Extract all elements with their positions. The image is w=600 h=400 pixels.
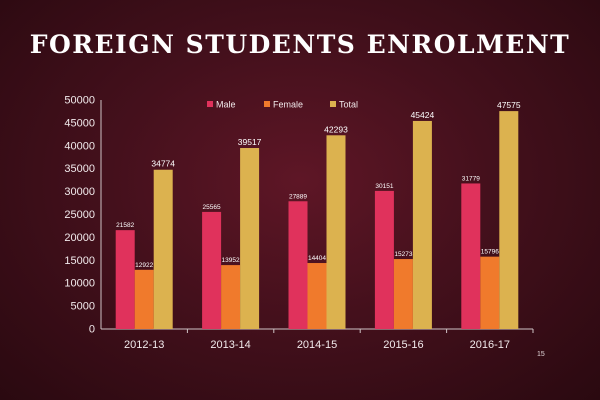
data-label: 34774 [151, 159, 175, 169]
x-tick-label: 2016-17 [470, 339, 510, 351]
data-label: 14404 [308, 255, 326, 262]
legend-swatch [207, 101, 213, 107]
x-tick-label: 2013-14 [210, 339, 250, 351]
bar-total [412, 120, 432, 330]
data-label: 25565 [203, 204, 221, 211]
data-label: 15273 [394, 251, 412, 258]
page-number: 15 [537, 351, 545, 358]
bar-female [221, 265, 241, 329]
data-label: 31779 [462, 175, 480, 182]
bar-male [461, 183, 481, 329]
data-label: 12922 [135, 262, 153, 269]
y-tick-label: 25000 [64, 209, 95, 221]
bar-male [374, 190, 394, 329]
bar-male [288, 201, 308, 329]
data-label: 39517 [238, 137, 262, 147]
legend-swatch [330, 101, 336, 107]
y-tick-label: 35000 [64, 163, 95, 175]
y-tick-label: 0 [89, 324, 95, 336]
data-label: 47575 [497, 100, 521, 110]
data-label: 15796 [481, 249, 499, 256]
data-label: 27889 [289, 193, 307, 200]
data-label: 30151 [375, 183, 393, 190]
legend-label: Male [216, 100, 236, 110]
x-tick-label: 2014-15 [297, 339, 337, 351]
y-tick-label: 40000 [64, 140, 95, 152]
bar-female [480, 256, 500, 329]
x-tick-label: 2015-16 [383, 339, 423, 351]
x-tick-label: 2012-13 [124, 339, 164, 351]
bar-total [153, 169, 173, 329]
y-tick-label: 5000 [71, 301, 95, 313]
bar-female [393, 259, 413, 329]
bar-male [202, 211, 222, 329]
y-tick-label: 20000 [64, 232, 95, 244]
legend-label: Female [273, 100, 303, 110]
data-label: 42293 [324, 124, 348, 134]
bar-total [326, 135, 346, 329]
y-tick-label: 45000 [64, 117, 95, 129]
bar-male [115, 230, 135, 329]
bar-total [240, 148, 260, 329]
bar-total [499, 111, 519, 329]
data-label: 45424 [411, 110, 435, 120]
legend-label: Total [339, 100, 358, 110]
bar-female [307, 263, 327, 329]
y-tick-label: 50000 [64, 95, 95, 107]
slide-title: FOREIGN STUDENTS ENROLMENT [29, 30, 571, 59]
bar-female [134, 269, 154, 329]
data-label: 13952 [222, 257, 240, 264]
data-label: 21582 [116, 222, 134, 229]
y-tick-label: 30000 [64, 186, 95, 198]
legend-swatch [264, 101, 270, 107]
y-tick-label: 10000 [64, 278, 95, 290]
y-tick-label: 15000 [64, 255, 95, 267]
